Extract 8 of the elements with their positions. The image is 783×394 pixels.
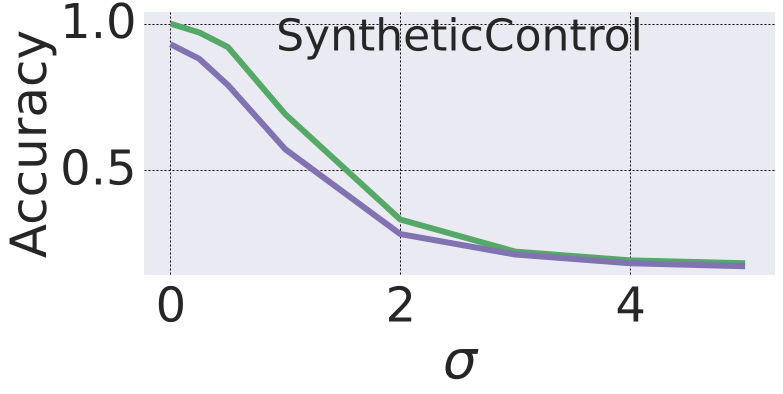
- y-tick-label: 0.5: [60, 140, 136, 196]
- y-tick-label: 1.0: [60, 0, 136, 50]
- chart-title: SyntheticControl: [276, 10, 643, 62]
- x-axis-title: σ: [442, 328, 479, 392]
- x-tick-label: 2: [386, 278, 416, 334]
- y-axis-title: Accuracy: [0, 30, 58, 258]
- x-tick-label: 4: [615, 278, 646, 334]
- x-tick-label: 0: [156, 278, 186, 334]
